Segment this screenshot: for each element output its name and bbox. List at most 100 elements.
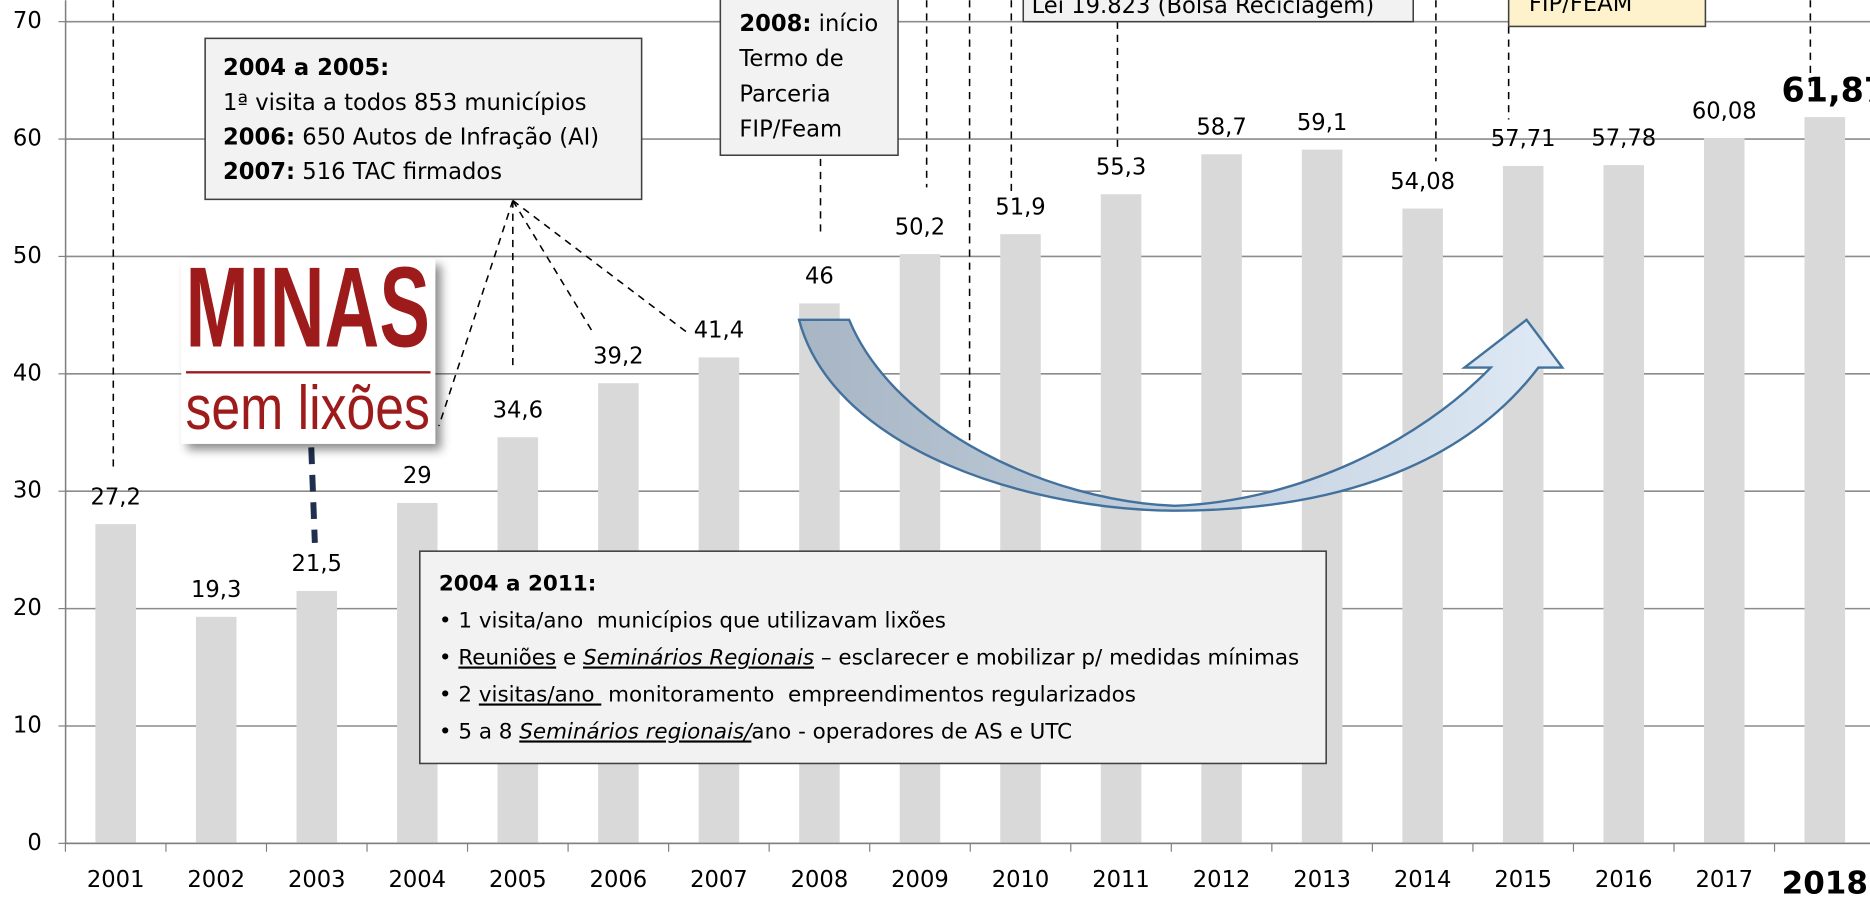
annotation-lines (112, 0, 1812, 543)
annotation-text: visitas/ano (479, 682, 601, 707)
annotation-box (719, 0, 899, 157)
x-tick-label: 2018 (1782, 866, 1868, 902)
value-label: 58,7 (1196, 115, 1246, 141)
y-tick-label: 70 (13, 8, 42, 34)
x-tick-label: 2015 (1494, 867, 1552, 893)
y-tick-label: 20 (13, 595, 42, 621)
annotation-text: – esclarecer e mobilizar p/ medidas míni… (814, 646, 1299, 671)
value-label: 50,2 (895, 214, 945, 240)
value-label: 29 (403, 463, 432, 489)
value-label: 54,08 (1390, 169, 1455, 195)
bar (1502, 165, 1544, 844)
logo-background (181, 258, 436, 444)
annotation-line: Parceria (739, 81, 830, 107)
bar (195, 616, 237, 844)
annotation-text: Seminários regionais/ (519, 719, 754, 744)
annotation-line: 2007: 516 TAC firmados (223, 158, 502, 184)
annotation-text: 2004 a 2011: (439, 572, 596, 597)
annotation-text: 2004 a 2005: (223, 55, 389, 81)
annotation-box (419, 550, 1327, 765)
value-label: 21,5 (292, 551, 342, 577)
x-tick-label: 2001 (87, 867, 145, 893)
value-label: 60,08 (1692, 98, 1757, 124)
bar (1804, 117, 1846, 844)
annotation-text: • 1 visita/ano municípios que utilizavam… (439, 609, 946, 634)
annotation-text: Parceria (739, 81, 830, 107)
value-label: 19,3 (191, 577, 241, 603)
dashed-line (512, 200, 595, 335)
annotation-line: 2006: 650 Autos de Infração (AI) (223, 124, 599, 150)
x-tick-label: 2014 (1394, 867, 1452, 893)
y-tick-label: 30 (13, 478, 42, 504)
value-label: 34,6 (493, 397, 543, 423)
value-label: 39,2 (593, 343, 643, 369)
value-label: 57,71 (1491, 126, 1556, 152)
y-tick-label: 10 (13, 712, 42, 738)
x-tick-label: 2010 (992, 867, 1050, 893)
annotation-text: Reuniões (458, 646, 556, 671)
bar (296, 590, 338, 844)
dashed-line (512, 199, 690, 335)
x-tick-label: 2004 (388, 867, 446, 893)
x-tick-label: 2016 (1595, 867, 1653, 893)
annotation-text: Termo de (738, 46, 843, 72)
annotation-text: 650 Autos de Infração (AI) (295, 124, 599, 150)
annotation-box (1022, 0, 1415, 23)
annotation-line: 2008: início (739, 11, 878, 37)
annotation-line: Lei 19.823 (Bolsa Reciclagem) (1032, 0, 1375, 19)
dashed-line (438, 200, 514, 427)
annotation-line: Termo de (738, 46, 843, 72)
annotation-text: monitoramento empreendimentos regulariza… (601, 682, 1136, 707)
annotation-box (1507, 0, 1707, 28)
annotation-text: • 5 a 8 (439, 719, 519, 744)
value-label: 41,4 (694, 318, 744, 344)
annotation-text: • (439, 646, 458, 671)
x-tick-label: 2011 (1092, 867, 1150, 893)
annotation-text: e (556, 646, 583, 671)
y-tick-label: 0 (27, 830, 41, 856)
y-tick-label: 50 (13, 243, 42, 269)
logo-subtitle: sem lixões (185, 374, 429, 443)
curved-arrow (797, 318, 1565, 512)
annotation-text: FIP/Feam (739, 116, 842, 142)
annotation-line: • 1 visita/ano municípios que utilizavam… (439, 609, 946, 634)
x-tick-label: 2003 (288, 867, 346, 893)
logo-title: MINAS (185, 243, 429, 371)
x-tick-label: 2002 (187, 867, 245, 893)
x-tick-label: 2005 (489, 867, 547, 893)
annotation-text: • 2 (439, 682, 479, 707)
annotation-text: 2008: (739, 11, 811, 37)
bars: 2001 27,2 2002 19,3 2003 21,5 2004 29 2005 34,6 20… (64, 71, 1870, 902)
annotation-line: • 5 a 8 Seminários regionais/ano - opera… (439, 719, 1072, 744)
bar (95, 524, 136, 844)
annotation-text: Lei 19.823 (Bolsa Reciclagem) (1032, 0, 1375, 19)
annotation-text: ano - operadores de AS e UTC (751, 719, 1072, 744)
x-tick-label: 2012 (1193, 867, 1251, 893)
bar (1402, 208, 1443, 844)
x-tick-label: 2009 (891, 867, 949, 893)
x-tick-label: 2017 (1695, 867, 1753, 893)
annotation-line: 2004 a 2005: (223, 55, 389, 81)
annotation-line: FIP/FEAM (1529, 0, 1632, 16)
annotations: 2004 a 2005: 1ª visita a todos 853 municí… (204, 0, 1707, 765)
annotation-line: • 2 visitas/ano monitoramento empreendim… (439, 682, 1136, 707)
value-label: 27,2 (90, 484, 140, 510)
annotation-line: • Reuniões e Seminários Regionais – escl… (439, 646, 1299, 671)
value-label: 61,87 (1782, 71, 1870, 110)
value-label: 57,78 (1591, 125, 1656, 151)
value-label: 46 (805, 264, 834, 290)
bar (1703, 138, 1745, 844)
y-tick-label: 60 (13, 126, 42, 152)
annotation-text: 2007: (223, 158, 295, 184)
value-label: 55,3 (1096, 154, 1146, 180)
bar (1603, 165, 1645, 844)
annotation-line: 1ª visita a todos 853 municípios (223, 89, 587, 115)
x-tick-label: 2007 (690, 867, 748, 893)
x-tick-label: 2006 (590, 867, 648, 893)
x-tick-label: 2008 (791, 867, 849, 893)
annotation-text: FIP/FEAM (1529, 0, 1632, 16)
value-label: 51,9 (995, 194, 1045, 220)
value-label: 59,1 (1297, 110, 1347, 136)
logo-connector (308, 447, 318, 543)
annotation-text: 1ª visita a todos 853 municípios (223, 89, 587, 115)
